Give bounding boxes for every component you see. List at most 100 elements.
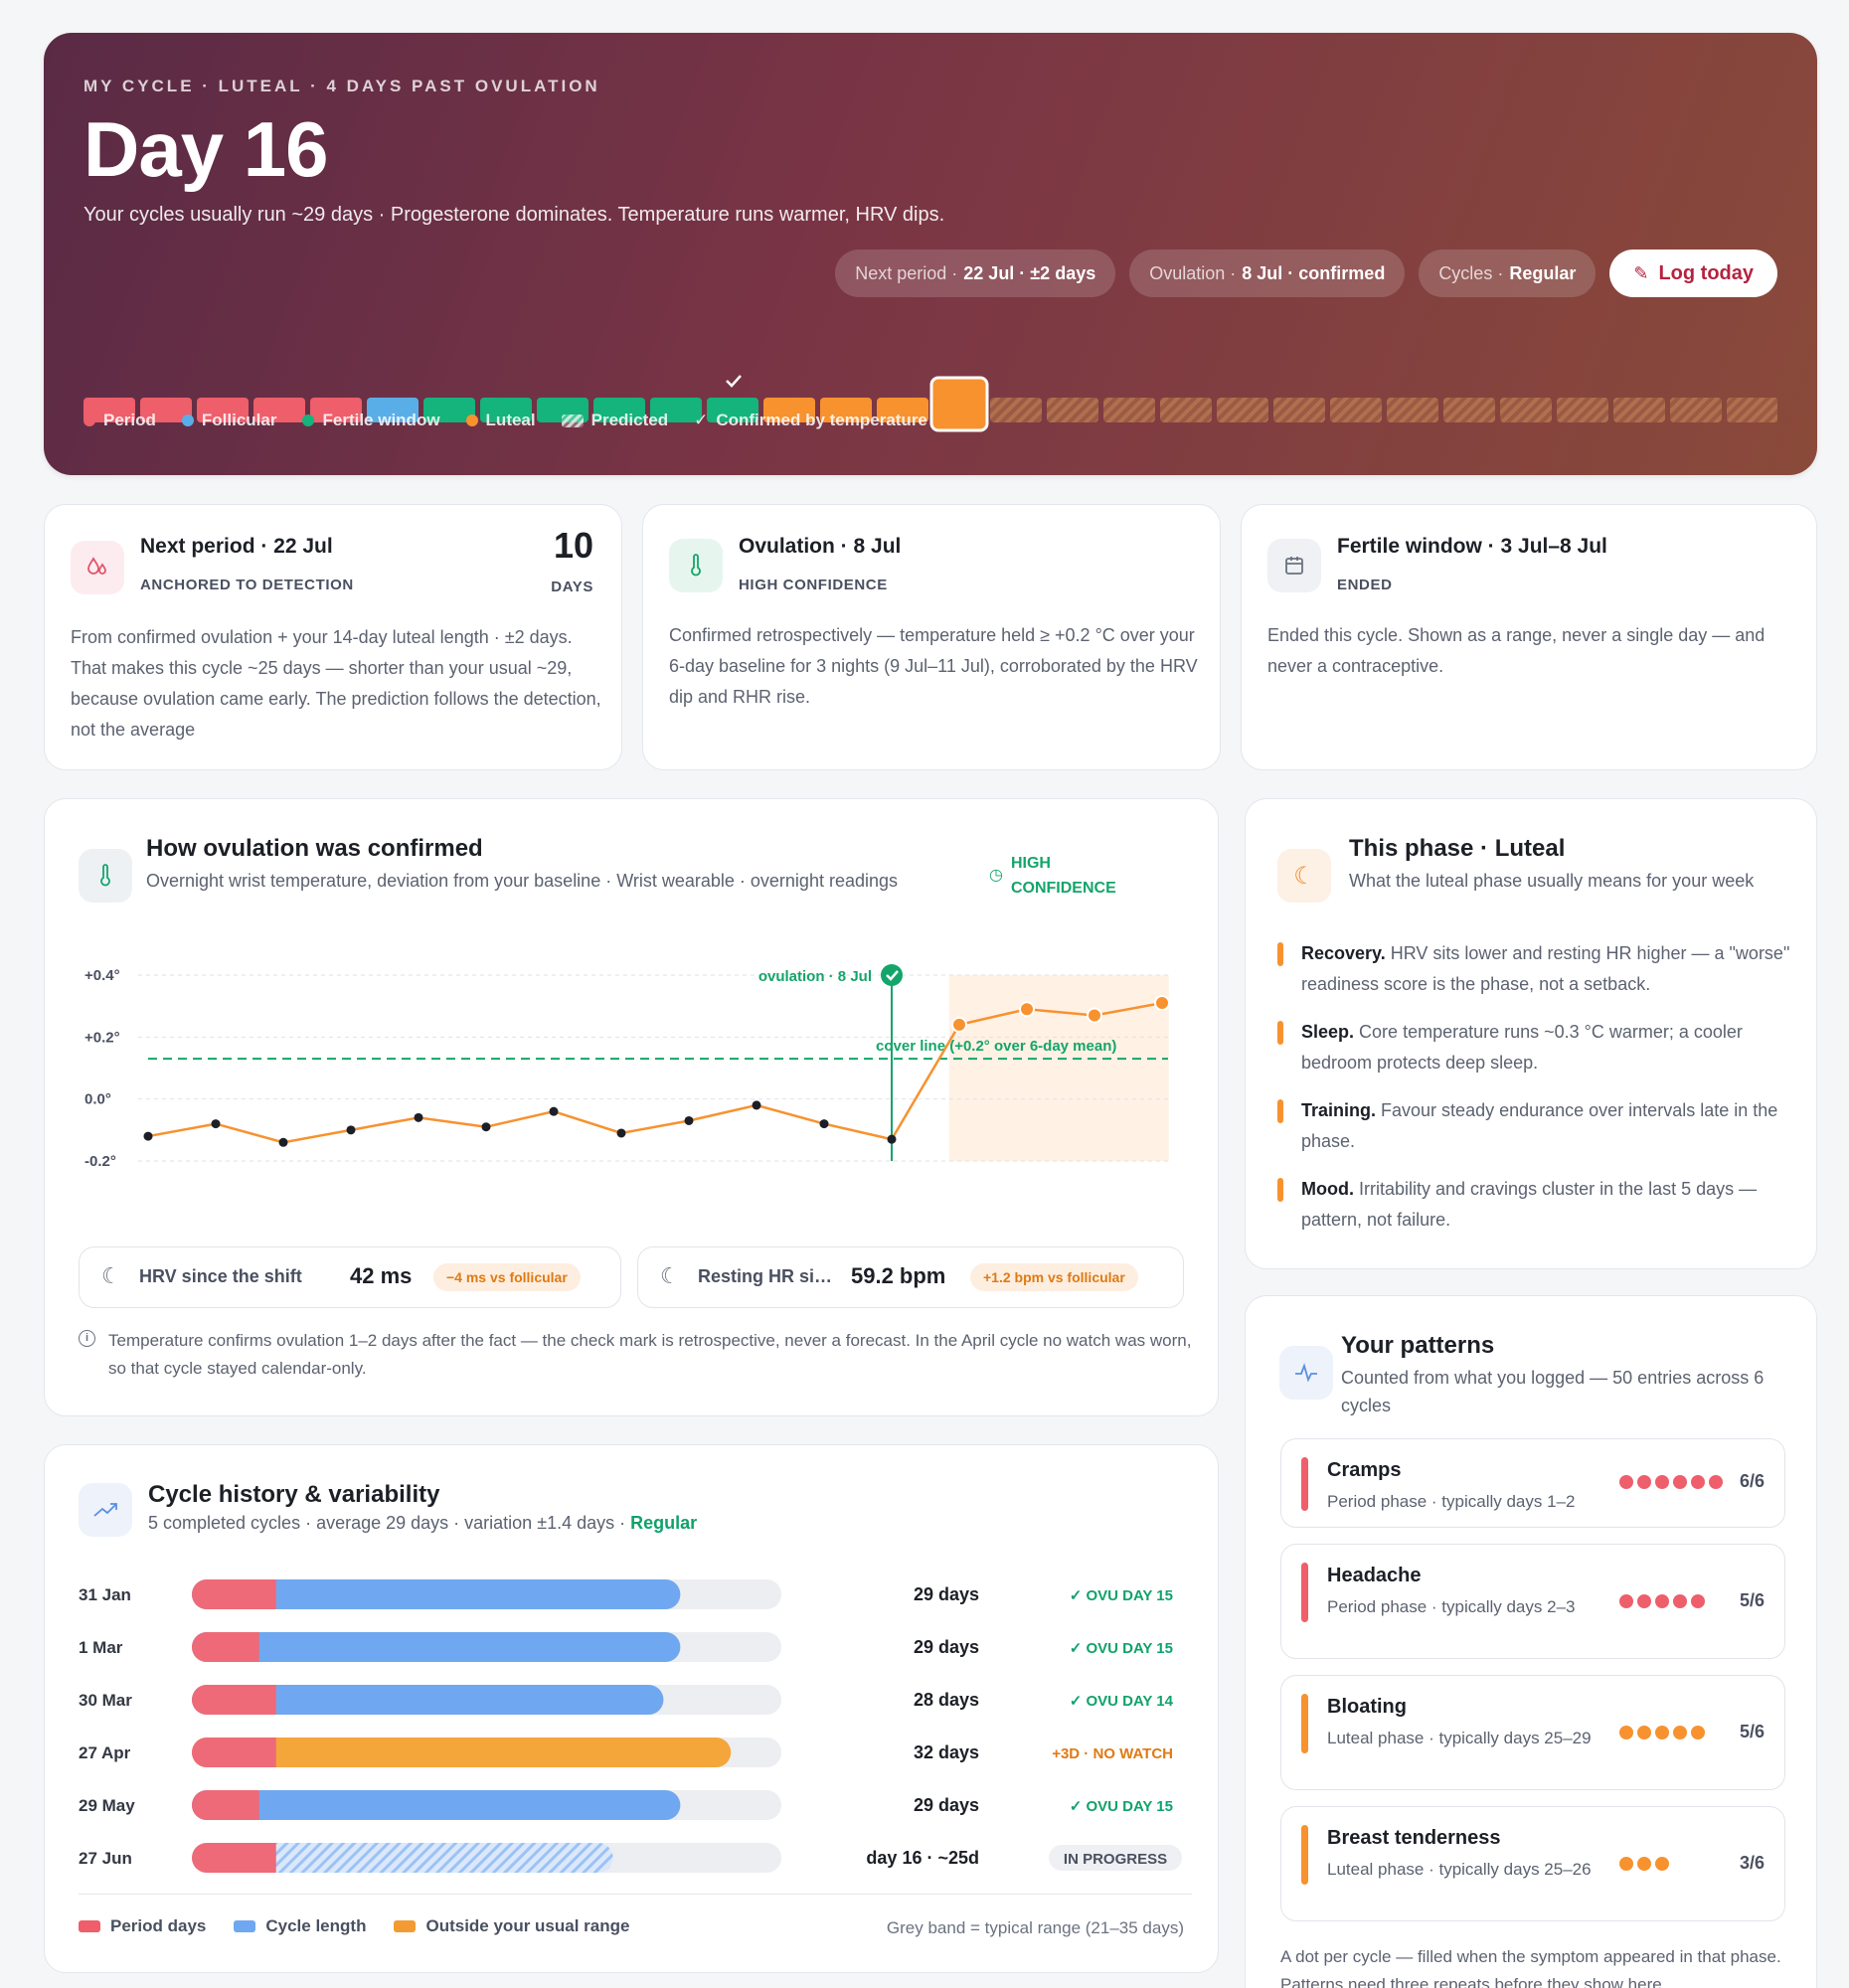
- period-days-bar: [192, 1685, 276, 1715]
- temperature-point: [211, 1119, 221, 1129]
- cycle-history-card: Cycle history & variability 5 completed …: [44, 1444, 1219, 1973]
- cycle-day-8: [480, 398, 532, 422]
- pattern-item[interactable]: Bloating Luteal phase · typically days 2…: [1280, 1675, 1785, 1790]
- phase-tip: Training. Favour steady endurance over i…: [1277, 1095, 1794, 1157]
- regular-badge: Regular: [630, 1513, 698, 1533]
- cycle-hero: MY CYCLE · LUTEAL · 4 DAYS PAST OVULATIO…: [44, 33, 1817, 475]
- period-days-bar: [192, 1843, 276, 1873]
- pattern-item[interactable]: Cramps Period phase · typically days 1–2…: [1280, 1438, 1785, 1528]
- cycle-day-7: [423, 398, 475, 422]
- rhr-value: 59.2 bpm: [851, 1263, 946, 1288]
- chip-label: Cycles ·: [1438, 262, 1504, 283]
- ovulation-check-mark: [886, 970, 899, 981]
- pattern-dot: [1619, 1857, 1633, 1871]
- pattern-item[interactable]: Headache Period phase · typically days 2…: [1280, 1544, 1785, 1659]
- check-circle-icon: ◷: [989, 867, 1003, 884]
- cycle-length-bar: [192, 1579, 681, 1609]
- temperature-point: [481, 1122, 491, 1132]
- card-eyebrow: ANCHORED TO DETECTION: [140, 577, 354, 593]
- moon-sparkle-icon: ☾: [1277, 849, 1331, 903]
- y-tick-label: +0.2°: [84, 1029, 120, 1046]
- card-eyebrow: HIGH CONFIDENCE: [739, 577, 888, 593]
- cycle-start-date: 30 Mar: [79, 1691, 132, 1710]
- pattern-dot: [1691, 1594, 1705, 1608]
- days-unit: DAYS: [551, 579, 593, 595]
- cycle-day-13: [763, 398, 815, 422]
- card-body: Confirmed retrospectively — temperature …: [669, 625, 1198, 707]
- cycle-day-20: [1160, 398, 1212, 422]
- pattern-dot: [1637, 1475, 1651, 1489]
- card-title: Next period · 22 Jul: [140, 535, 333, 558]
- cycle-day-24: [1387, 398, 1438, 422]
- phase-title: This phase · Luteal: [1349, 835, 1566, 862]
- pattern-dot: [1637, 1594, 1651, 1608]
- cycle-day-10: [593, 398, 645, 422]
- chip-next-period[interactable]: Next period · 22 Jul · ±2 days: [835, 249, 1116, 297]
- card-body: Ended this cycle. Shown as a range, neve…: [1267, 625, 1765, 676]
- drop-icon: [71, 541, 124, 594]
- hrv-value: 42 ms: [350, 1263, 413, 1288]
- y-tick-label: -0.2°: [84, 1153, 116, 1170]
- chip-ovulation[interactable]: Ovulation · 8 Jul · confirmed: [1129, 249, 1406, 297]
- history-subtitle: 5 completed cycles · average 29 days · v…: [148, 1513, 698, 1533]
- moon-icon: ☾: [660, 1263, 680, 1288]
- cycle-day-11: [650, 398, 702, 422]
- cycle-start-date: 27 Apr: [79, 1743, 131, 1762]
- check-icon: ✓: [694, 411, 709, 429]
- phase-card: ☾ This phase · Luteal What the luteal ph…: [1245, 798, 1817, 1269]
- pattern-count: 3/6: [1739, 1853, 1765, 1873]
- rhr-label: Resting HR si…: [698, 1266, 833, 1286]
- chip-value: 22 Jul · ±2 days: [963, 262, 1096, 283]
- y-tick-label: +0.4°: [84, 967, 120, 984]
- pulse-icon: [1279, 1346, 1333, 1400]
- temperature-point: [887, 1134, 897, 1144]
- history-title: Cycle history & variability: [148, 1481, 440, 1508]
- pattern-dot: [1619, 1594, 1633, 1608]
- temperature-point: [143, 1131, 153, 1141]
- pattern-dot: [1619, 1726, 1633, 1740]
- card-title: Ovulation · 8 Jul: [739, 535, 902, 558]
- cycle-day-4: [253, 398, 305, 422]
- temperature-point: [278, 1137, 288, 1147]
- confirm-note: Temperature confirms ovulation 1–2 days …: [108, 1331, 1192, 1378]
- luteal-band: [948, 975, 1169, 1161]
- temperature-point: [684, 1115, 694, 1125]
- card-title: Fertile window · 3 Jul–8 Jul: [1337, 535, 1607, 558]
- ovulation-check-icon: [881, 964, 903, 986]
- log-today-button[interactable]: ✎ Log today: [1609, 249, 1777, 297]
- chip-cycles[interactable]: Cycles · Regular: [1419, 249, 1597, 297]
- temperature-point: [819, 1119, 829, 1129]
- cycle-day-27: [1557, 398, 1608, 422]
- pattern-name: Cramps: [1327, 1459, 1402, 1481]
- cycle-badge: +3D · NO WATCH: [1052, 1745, 1173, 1762]
- pattern-dot: [1619, 1475, 1633, 1489]
- hrv-stat[interactable]: ☾ HRV since the shift 42 ms −4 ms vs fol…: [79, 1246, 621, 1308]
- cycle-length-label: 32 days: [914, 1742, 979, 1762]
- period-days-bar: [192, 1579, 276, 1609]
- rhr-delta: +1.2 bpm vs follicular: [970, 1263, 1138, 1291]
- cycle-length-label: 29 days: [914, 1795, 979, 1815]
- legend-period-days: Period days: [79, 1916, 206, 1936]
- chip-value: Regular: [1509, 262, 1577, 283]
- cycle-day-29: [1670, 398, 1722, 422]
- thermometer-icon: [669, 539, 723, 592]
- temperature-point: [549, 1106, 559, 1116]
- cycle-length-bar: [192, 1632, 681, 1662]
- hero-title: Day 16: [84, 105, 329, 193]
- cycle-length-label: 29 days: [914, 1637, 979, 1657]
- cycle-day-14: [820, 398, 872, 422]
- pattern-dot: [1655, 1726, 1669, 1740]
- band-note: Grey band = typical range (21–35 days): [886, 1918, 1184, 1937]
- cycle-day-23: [1330, 398, 1382, 422]
- cycle-day-17: [990, 398, 1042, 422]
- card-eyebrow: ENDED: [1337, 577, 1393, 593]
- log-today-label: Log today: [1658, 261, 1754, 284]
- temperature-point: [752, 1100, 761, 1110]
- pattern-dot: [1709, 1475, 1723, 1489]
- rhr-stat[interactable]: ☾ Resting HR si… 59.2 bpm +1.2 bpm vs fo…: [637, 1246, 1184, 1308]
- cycle-day-strip: [84, 375, 1777, 432]
- pattern-item[interactable]: Breast tenderness Luteal phase · typical…: [1280, 1806, 1785, 1921]
- calendar-icon: [1267, 539, 1321, 592]
- pattern-sub: Luteal phase · typically days 25–29: [1327, 1729, 1592, 1747]
